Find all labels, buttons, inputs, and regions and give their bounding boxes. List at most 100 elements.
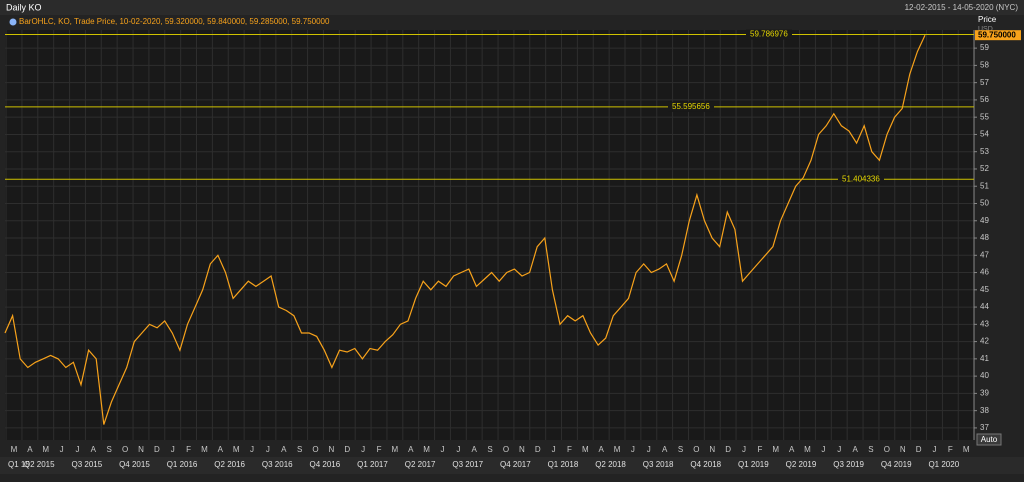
x-tick-label: D: [725, 445, 731, 454]
x-tick-label: S: [297, 445, 302, 454]
x-tick-label: D: [535, 445, 541, 454]
x-tick-label: J: [266, 445, 270, 454]
auto-button[interactable]: [976, 433, 1002, 446]
x-tick-label: M: [392, 445, 399, 454]
reference-label-bg: [746, 29, 792, 40]
quarter-label: Q4 2019: [881, 460, 912, 469]
x-tick-label: N: [519, 445, 525, 454]
quarter-label: Q3 2018: [643, 460, 674, 469]
x-tick-label: J: [75, 445, 79, 454]
quarter-label: Q2 2018: [595, 460, 626, 469]
auto-button-label[interactable]: Auto: [981, 435, 998, 444]
x-tick-label: J: [552, 445, 556, 454]
x-tick-label: M: [582, 445, 589, 454]
y-tick-label: 51: [980, 181, 989, 190]
y-tick-label: 37: [980, 423, 989, 432]
x-tick-label: M: [423, 445, 430, 454]
x-tick-label: J: [837, 445, 841, 454]
x-tick-label: A: [789, 445, 795, 454]
quarter-label: Q3 2015: [71, 460, 102, 469]
y-tick-label: 52: [980, 164, 989, 173]
y-unit: USD: [978, 26, 993, 33]
quarter-label: Q3 2017: [452, 460, 483, 469]
x-tick-label: A: [472, 445, 478, 454]
y-tick-label: 39: [980, 388, 989, 397]
x-tick-label: O: [312, 445, 318, 454]
x-tick-label: N: [138, 445, 144, 454]
x-tick-label: O: [122, 445, 128, 454]
quarter-label: Q4 2017: [500, 460, 531, 469]
y-axis-label: Price: [978, 15, 997, 24]
x-tick-label: D: [154, 445, 160, 454]
last-price-tag: [975, 30, 1021, 41]
x-tick-label: F: [567, 445, 572, 454]
x-tick-label: A: [91, 445, 97, 454]
x-tick-label: A: [852, 445, 858, 454]
y-tick-label: 46: [980, 268, 989, 277]
x-tick-label: J: [647, 445, 651, 454]
y-tick-label: 38: [980, 406, 989, 415]
x-tick-label: J: [171, 445, 175, 454]
x-tick-label: N: [709, 445, 715, 454]
x-tick-label: M: [963, 445, 970, 454]
quarter-label: Q1 15: [8, 460, 30, 469]
x-tick-label: J: [440, 445, 444, 454]
x-tick-label: J: [361, 445, 365, 454]
reference-label: 55.595656: [672, 102, 710, 111]
price-line: [4, 34, 926, 425]
y-tick-label: 55: [980, 112, 989, 121]
x-tick-label: M: [11, 445, 18, 454]
y-tick-label: 54: [980, 130, 989, 139]
y-tick-label: 44: [980, 302, 989, 311]
quarter-label: Q2 2017: [405, 460, 436, 469]
x-tick-label: D: [916, 445, 922, 454]
x-tick-label: A: [218, 445, 224, 454]
y-tick-label: 41: [980, 354, 989, 363]
x-tick-label: A: [662, 445, 668, 454]
x-tick-label: S: [107, 445, 112, 454]
quarter-label: Q4 2018: [690, 460, 721, 469]
x-tick-label: F: [757, 445, 762, 454]
quarter-label: Q2 2015: [24, 460, 55, 469]
quarter-label: Q1 2017: [357, 460, 388, 469]
y-tick-label: 47: [980, 250, 989, 259]
x-tick-label: O: [884, 445, 890, 454]
y-tick-label: 50: [980, 199, 989, 208]
x-tick-label: D: [344, 445, 350, 454]
quarter-label: Q4 2015: [119, 460, 150, 469]
x-tick-label: A: [27, 445, 33, 454]
y-tick-label: 53: [980, 147, 989, 156]
y-tick-label: 48: [980, 233, 989, 242]
x-tick-label: S: [868, 445, 873, 454]
quarter-label: Q1 2018: [548, 460, 579, 469]
x-tick-label: S: [487, 445, 492, 454]
legend-entry: BarOHLC, KO, Trade Price, 10-02-2020, 59…: [19, 17, 330, 26]
x-tick-label: M: [42, 445, 49, 454]
x-tick-label: J: [60, 445, 64, 454]
quarter-label: Q1 2019: [738, 460, 769, 469]
x-tick-label: N: [900, 445, 906, 454]
x-tick-label: J: [932, 445, 936, 454]
x-tick-label: A: [281, 445, 287, 454]
y-tick-label: 42: [980, 337, 989, 346]
header-bar: [0, 0, 1024, 15]
y-tick-label: 40: [980, 371, 989, 380]
quarter-label: Q2 2019: [786, 460, 817, 469]
x-tick-label: J: [250, 445, 254, 454]
y-tick-label: 49: [980, 216, 989, 225]
legend-icon: [9, 18, 17, 26]
chart-subtitle: 12-02-2015 - 14-05-2020 (NYC): [905, 3, 1019, 12]
quarter-label: Q1 2020: [928, 460, 959, 469]
x-tick-label: M: [772, 445, 779, 454]
y-tick-label: 45: [980, 285, 989, 294]
reference-label: 59.786976: [750, 30, 788, 39]
y-tick-label: 43: [980, 319, 989, 328]
quarter-label: Q3 2016: [262, 460, 293, 469]
x-tick-label: F: [948, 445, 953, 454]
reference-label-bg: [668, 101, 714, 112]
y-tick-label: 57: [980, 78, 989, 87]
x-tick-label: M: [614, 445, 621, 454]
quarter-label: Q3 2019: [833, 460, 864, 469]
quarter-label: Q2 2016: [214, 460, 245, 469]
